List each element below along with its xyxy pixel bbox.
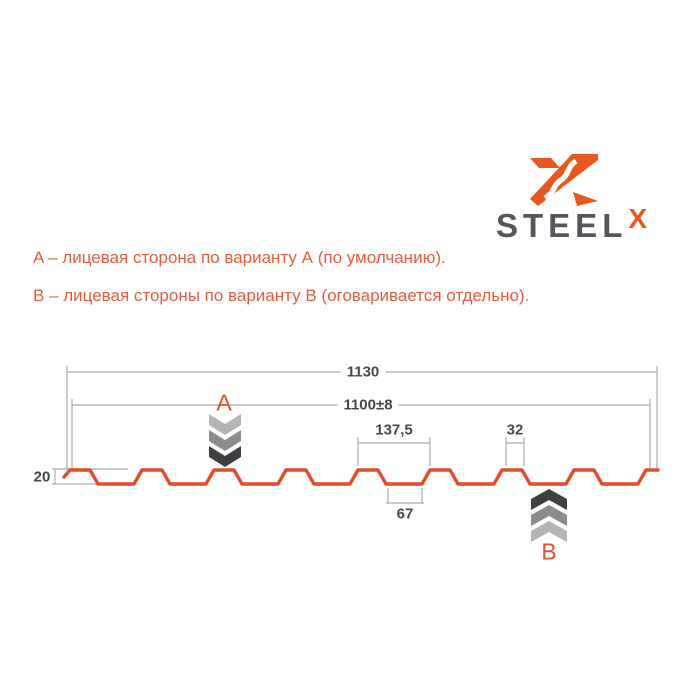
dim-label-profile-height: 20 [33,468,51,486]
chevron-down-dark-icon [209,446,241,467]
note-line-a: A – лицевая сторона по варианту А (по ум… [33,248,446,267]
steelx-monogram-icon [530,154,598,206]
marker-side-a: A [216,389,232,416]
dim-label-rib-top-width: 32 [506,421,524,439]
dim-line-32 [505,437,525,466]
chevron-down-mid-icon [209,430,241,451]
dim-label-working-width: 1100±8 [337,396,399,414]
chevron-up-mid-icon [531,505,567,526]
chevron-down-light-icon [209,414,241,435]
dim-label-overall-width: 1130 [340,363,386,381]
chevron-up-light-icon [531,521,567,542]
brand-sup-x: X [628,203,648,234]
logo-bottom-right-wedge [573,192,598,206]
brand-wordmark: STEELX [496,203,647,245]
brand-name: STEEL [496,207,628,244]
note-line-b: B – лицевая стороны по варианту В (огова… [33,286,530,305]
chevron-up-dark-icon [531,489,567,510]
dim-label-valley-width: 67 [396,505,414,523]
dim-line-137-5 [357,437,431,466]
marker-side-b: B [541,538,557,565]
side-a-chevrons-icon [209,414,241,467]
dim-line-1130 [66,366,658,469]
dim-line-67 [386,488,424,504]
side-b-chevrons-icon [531,489,567,542]
logo-link-gap [543,158,578,201]
logo-top-left-arm [530,158,560,168]
profile-outline [62,468,660,486]
dim-label-rib-pitch: 137,5 [375,421,413,439]
